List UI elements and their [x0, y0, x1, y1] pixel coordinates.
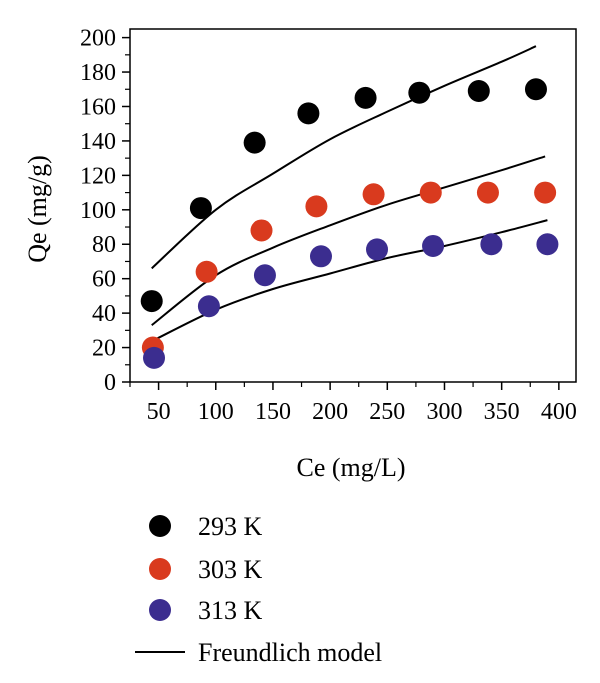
legend-item: 313 K — [149, 596, 263, 625]
data-point — [476, 181, 499, 204]
x-tick-label: 300 — [426, 399, 462, 425]
data-point — [524, 78, 547, 101]
data-point — [143, 346, 166, 369]
data-point — [195, 260, 218, 283]
y-tick-label: 20 — [92, 336, 116, 362]
legend-marker — [149, 599, 171, 621]
y-axis-title: Qe (mg/g) — [23, 155, 52, 263]
data-point — [419, 181, 442, 204]
data-point — [197, 295, 220, 318]
legend-label: 313 K — [198, 596, 263, 625]
legend-item: 303 K — [149, 555, 263, 584]
x-tick-label: 250 — [369, 399, 405, 425]
legend-label: 293 K — [198, 512, 263, 541]
y-tick-label: 180 — [80, 60, 116, 86]
data-point — [309, 245, 332, 268]
data-point — [354, 86, 377, 109]
data-point — [140, 290, 163, 313]
x-tick-label: 350 — [484, 399, 520, 425]
y-tick-label: 80 — [92, 232, 116, 258]
y-tick-label: 0 — [104, 370, 116, 396]
y-tick-label: 140 — [80, 129, 116, 155]
x-tick-label: 100 — [198, 399, 234, 425]
legend-label: 303 K — [198, 555, 263, 584]
x-tick-label: 50 — [147, 399, 171, 425]
legend-item: 293 K — [149, 512, 263, 541]
data-point — [253, 264, 276, 287]
x-tick-label: 200 — [312, 399, 348, 425]
legend-label: Freundlich model — [198, 638, 382, 667]
data-point — [422, 234, 445, 257]
legend: 293 K 303 K 313 K Freundlich model — [135, 512, 382, 667]
legend-item: Freundlich model — [135, 638, 382, 667]
y-tick-label: 120 — [80, 163, 116, 189]
y-tick-label: 100 — [80, 198, 116, 224]
y-tick-label: 160 — [80, 94, 116, 120]
data-point — [297, 102, 320, 125]
data-point — [408, 81, 431, 104]
data-point — [362, 183, 385, 206]
data-point — [305, 195, 328, 218]
y-tick-label: 60 — [92, 267, 116, 293]
x-tick-label: 150 — [255, 399, 291, 425]
legend-marker — [149, 515, 171, 537]
data-point — [243, 131, 266, 154]
data-point — [189, 197, 212, 220]
data-point — [467, 79, 490, 102]
x-tick-label: 400 — [541, 399, 577, 425]
legend-marker — [149, 558, 171, 580]
data-point — [536, 233, 559, 256]
data-point — [480, 233, 503, 256]
plot-frame — [129, 28, 577, 383]
y-tick-label: 40 — [92, 301, 116, 327]
x-axis-title: Ce (mg/L) — [296, 453, 405, 482]
freundlich-fit-curve — [151, 45, 537, 270]
data-point — [366, 238, 389, 261]
data-point — [534, 181, 557, 204]
y-tick-label: 200 — [80, 26, 116, 52]
data-point — [250, 219, 273, 242]
